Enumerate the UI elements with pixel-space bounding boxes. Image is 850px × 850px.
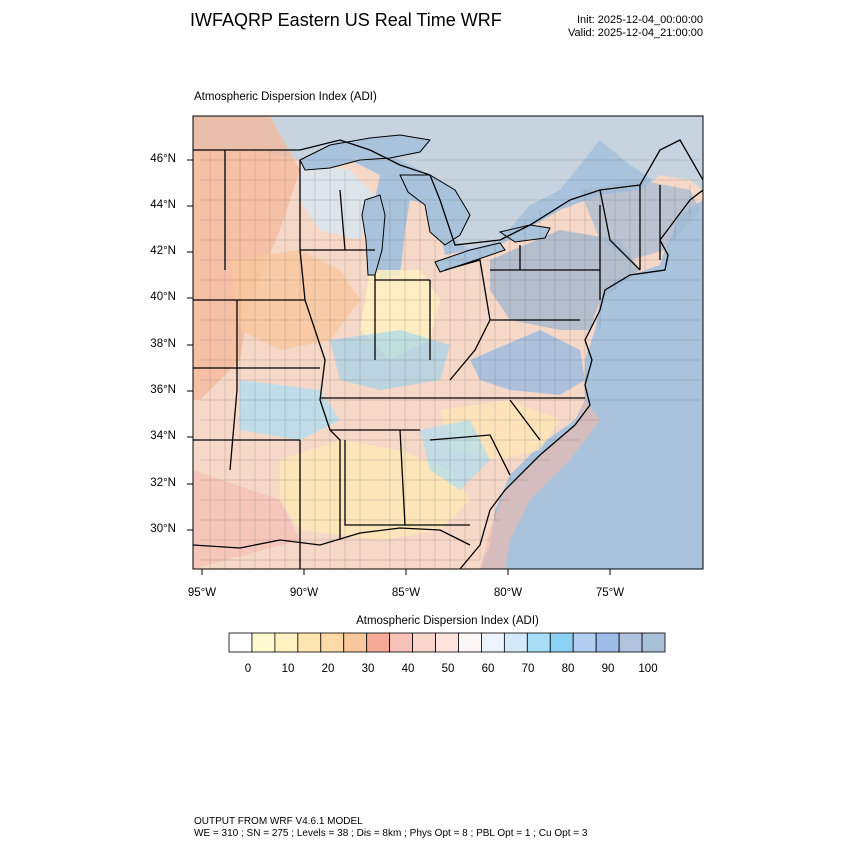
colorbar: [228, 632, 666, 653]
gulf-coastline: [193, 527, 471, 549]
lat-ticks: [187, 159, 193, 531]
colorbar-label: 70: [521, 663, 535, 675]
lat-label-42: 42°N: [150, 245, 176, 257]
state-boundaries: [193, 150, 661, 569]
colorbar-box: [503, 632, 528, 653]
colorbar-box: [435, 632, 459, 653]
lon-ticks: [201, 569, 611, 575]
colorbar-box: [618, 632, 643, 653]
lon-label-80: 80°W: [493, 587, 523, 599]
colorbar-label: 20: [321, 663, 335, 675]
colorbar-box: [251, 632, 276, 653]
lat-label-36: 36°N: [150, 384, 176, 396]
colorbar-box: [458, 632, 482, 653]
colorbar-label: 50: [441, 663, 455, 675]
model-info-line2: WE = 310 ; SN = 275 ; Levels = 38 ; Dis …: [194, 828, 588, 839]
colorbar-label: 0: [244, 663, 252, 675]
colorbar-box: [549, 632, 574, 653]
lake-erie: [434, 242, 506, 273]
colorbar-label: 90: [601, 663, 615, 675]
lon-label-95: 95°W: [187, 587, 217, 599]
colorbar-label: 10: [281, 663, 295, 675]
init-time: Init: 2025-12-04_00:00:00: [577, 14, 703, 26]
adi-zone-blue-virginia: [470, 330, 585, 395]
colorbar-box: [320, 632, 345, 653]
lat-label-46: 46°N: [150, 153, 176, 165]
canada-border: [193, 139, 703, 246]
model-info-line1: OUTPUT FROM WRF V4.6.1 MODEL: [194, 816, 363, 827]
adi-zone-yellow-south: [280, 440, 470, 540]
valid-time: Valid: 2025-12-04_21:00:00: [568, 27, 703, 39]
lat-label-38: 38°N: [150, 338, 176, 350]
page-title: IWFAQRP Eastern US Real Time WRF: [190, 10, 502, 30]
adi-zone-blue-georgia: [420, 420, 490, 490]
colorbar-box: [343, 632, 368, 653]
lon-label-85: 85°W: [391, 587, 421, 599]
coastal-band: [480, 400, 600, 569]
coastline: [459, 189, 703, 569]
time-info: Init: 2025-12-04_00:00:00 Valid: 2025-12…: [530, 14, 703, 40]
lat-label-34: 34°N: [150, 430, 176, 442]
lat-label-30: 30°N: [150, 523, 176, 535]
colorbar-box: [228, 632, 253, 653]
colorbar-label: 30: [361, 663, 375, 675]
colorbar-box: [297, 632, 322, 653]
colorbar-label: 100: [638, 663, 658, 675]
model-info: OUTPUT FROM WRF V4.6.1 MODEL WE = 310 ; …: [194, 816, 587, 840]
colorbar-label: 40: [401, 663, 415, 675]
lat-label-32: 32°N: [150, 477, 176, 489]
colorbar-title: Atmospheric Dispersion Index (ADI): [356, 615, 539, 627]
lon-label-90: 90°W: [289, 587, 319, 599]
lat-label-44: 44°N: [150, 199, 176, 211]
colorbar-box: [641, 632, 666, 653]
colorbar-box: [526, 632, 551, 653]
colorbar-box: [366, 632, 391, 653]
colorbar-box: [572, 632, 597, 653]
lon-label-75: 75°W: [595, 587, 625, 599]
adi-zone-pink-gulf: [193, 470, 300, 569]
colorbar-box: [412, 632, 436, 653]
colorbar-label: 60: [481, 663, 495, 675]
lat-label-40: 40°N: [150, 291, 176, 303]
plot-title: Atmospheric Dispersion Index (ADI): [194, 91, 377, 103]
colorbar-box: [274, 632, 299, 653]
map-frame: [192, 115, 704, 570]
colorbar-label: 80: [561, 663, 575, 675]
colorbar-box: [595, 632, 620, 653]
colorbar-box: [389, 632, 413, 653]
colorbar-box: [481, 632, 505, 653]
lake-superior: [299, 134, 431, 171]
